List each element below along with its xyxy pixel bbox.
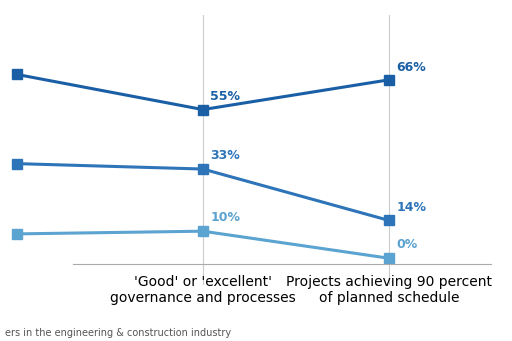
Text: 66%: 66% [396,61,426,74]
Text: 10%: 10% [210,211,240,224]
Text: 33%: 33% [210,149,240,162]
Text: 14%: 14% [396,201,426,213]
Text: 0%: 0% [396,238,417,251]
Text: ers in the engineering & construction industry: ers in the engineering & construction in… [5,328,231,338]
Text: 55%: 55% [210,90,240,103]
